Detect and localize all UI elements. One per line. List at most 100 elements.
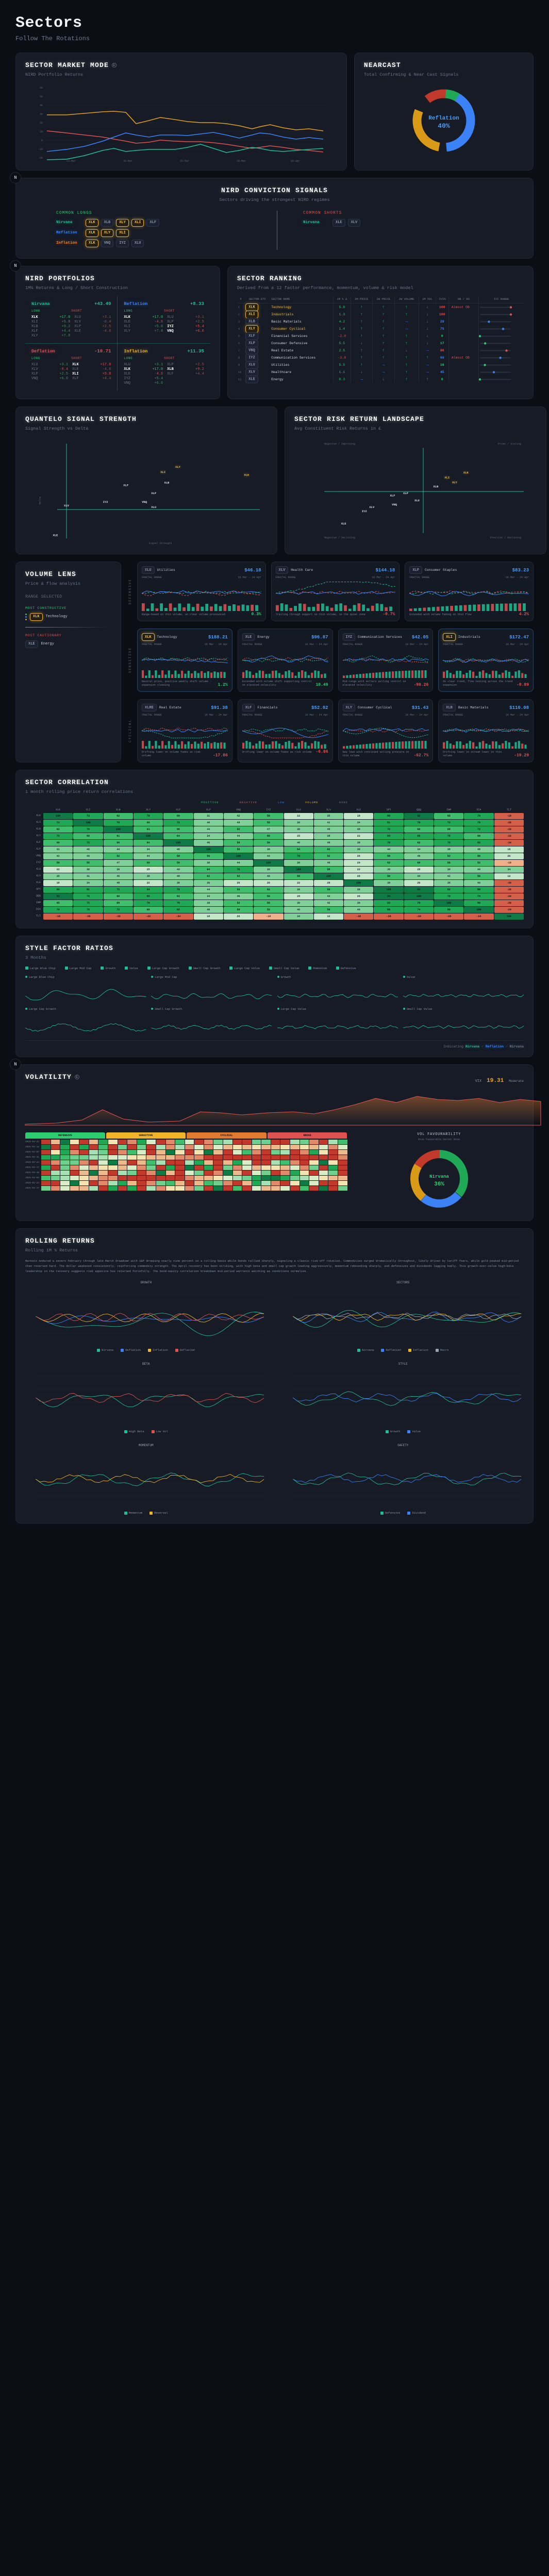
matrix-cell[interactable]: 22	[43, 866, 73, 873]
heatmap-cell[interactable]	[146, 1160, 156, 1165]
heatmap-cell[interactable]	[41, 1170, 51, 1175]
heatmap-cell[interactable]	[280, 1149, 290, 1155]
matrix-cell[interactable]: 62	[374, 859, 404, 866]
heatmap-cell[interactable]	[242, 1185, 252, 1191]
matrix-cell[interactable]: 72	[163, 819, 193, 826]
matrix-cell[interactable]: 46	[193, 839, 223, 846]
heatmap-cell[interactable]	[137, 1144, 146, 1149]
heatmap-cell[interactable]	[319, 1149, 328, 1155]
matrix-cell[interactable]: 18	[494, 846, 524, 853]
heatmap-cell[interactable]	[280, 1144, 290, 1149]
matrix-cell[interactable]: 60	[254, 893, 284, 900]
matrix-cell[interactable]: 50	[434, 859, 464, 866]
matrix-cell[interactable]: 42	[43, 853, 73, 859]
heatmap-cell[interactable]	[232, 1149, 242, 1155]
heatmap-cell[interactable]	[300, 1180, 309, 1185]
matrix-cell[interactable]: -26	[494, 886, 524, 893]
matrix-cell[interactable]: 44	[313, 893, 344, 900]
matrix-cell[interactable]: 60	[404, 826, 434, 833]
heatmap-cell[interactable]	[108, 1165, 118, 1170]
matrix-cell[interactable]: 40	[344, 906, 374, 913]
matrix-cell[interactable]: -34	[494, 839, 524, 846]
matrix-cell[interactable]: -34	[163, 913, 193, 920]
heatmap-cell[interactable]	[309, 1175, 319, 1180]
matrix-cell[interactable]: 22	[284, 879, 313, 886]
heatmap-cell[interactable]	[319, 1139, 328, 1144]
matrix-cell[interactable]: 25	[284, 833, 313, 839]
heatmap-cell[interactable]	[98, 1139, 108, 1144]
heatmap-cell[interactable]	[213, 1149, 223, 1155]
heatmap-cell[interactable]	[51, 1149, 60, 1155]
heatmap-cell[interactable]	[137, 1170, 146, 1175]
heatmap-cell[interactable]	[165, 1144, 175, 1149]
matrix-cell[interactable]: 94	[404, 886, 434, 893]
heatmap-cell[interactable]	[280, 1139, 290, 1144]
matrix-cell[interactable]: 74	[464, 893, 494, 900]
heatmap-cell[interactable]	[232, 1139, 242, 1144]
heatmap-cell[interactable]	[70, 1155, 79, 1160]
matrix-cell[interactable]: 34	[73, 879, 103, 886]
heatmap-cell[interactable]	[70, 1160, 79, 1165]
heatmap-cell[interactable]	[51, 1170, 60, 1175]
heatmap-cell[interactable]	[194, 1160, 204, 1165]
matrix-cell[interactable]: 38	[313, 833, 344, 839]
heatmap-cell[interactable]	[118, 1149, 127, 1155]
heatmap-cell[interactable]	[41, 1175, 51, 1180]
heatmap-cell[interactable]	[290, 1170, 300, 1175]
heatmap-cell[interactable]	[165, 1155, 175, 1160]
matrix-cell[interactable]: 72	[434, 819, 464, 826]
heatmap-cell[interactable]	[261, 1175, 271, 1180]
heatmap-cell[interactable]	[98, 1155, 108, 1160]
matrix-cell[interactable]: 70	[133, 900, 163, 906]
heatmap-cell[interactable]	[127, 1175, 137, 1180]
heatmap-cell[interactable]	[252, 1175, 261, 1180]
matrix-cell[interactable]: 25	[133, 866, 163, 873]
heatmap-cell[interactable]	[89, 1170, 98, 1175]
matrix-cell[interactable]: 70	[404, 900, 434, 906]
heatmap-cell[interactable]	[290, 1160, 300, 1165]
heatmap-cell[interactable]	[309, 1180, 319, 1185]
matrix-cell[interactable]: 28	[404, 866, 434, 873]
heatmap-cell[interactable]	[127, 1185, 137, 1191]
matrix-cell[interactable]: -20	[494, 893, 524, 900]
heatmap-cell[interactable]	[261, 1180, 271, 1185]
matrix-cell[interactable]: 60	[404, 859, 434, 866]
heatmap-cell[interactable]	[194, 1165, 204, 1170]
heatmap-cell[interactable]	[232, 1160, 242, 1165]
heatmap-cell[interactable]	[280, 1185, 290, 1191]
heatmap-cell[interactable]	[252, 1149, 261, 1155]
heatmap-cell[interactable]	[242, 1165, 252, 1170]
heatmap-cell[interactable]	[300, 1144, 309, 1149]
matrix-cell[interactable]: 81	[73, 886, 103, 893]
heatmap-cell[interactable]	[185, 1165, 194, 1170]
heatmap-cell[interactable]	[127, 1170, 137, 1175]
volume-card[interactable]: IYZ Communication Services $42.05 FRACTAL R…	[338, 629, 434, 692]
matrix-cell[interactable]: 38	[434, 846, 464, 853]
heatmap-cell[interactable]	[60, 1149, 70, 1155]
heatmap-cell[interactable]	[127, 1155, 137, 1160]
matrix-cell[interactable]: 36	[284, 826, 313, 833]
matrix-cell[interactable]: 68	[133, 906, 163, 913]
etf-chip[interactable]: XLY	[245, 325, 258, 333]
matrix-cell[interactable]: 40	[193, 819, 223, 826]
matrix-cell[interactable]: 45	[313, 826, 344, 833]
matrix-cell[interactable]: 35	[313, 812, 344, 819]
matrix-cell[interactable]: 38	[344, 886, 374, 893]
matrix-cell[interactable]: 100	[313, 873, 344, 879]
matrix-cell[interactable]: 92	[43, 893, 73, 900]
matrix-cell[interactable]: 50	[254, 900, 284, 906]
heatmap-cell[interactable]	[290, 1165, 300, 1170]
heatmap-cell[interactable]	[309, 1155, 319, 1160]
heatmap-cell[interactable]	[118, 1144, 127, 1149]
ticker-chip[interactable]: XLY	[101, 229, 114, 237]
matrix-cell[interactable]: -28	[494, 900, 524, 906]
heatmap-cell[interactable]	[137, 1165, 146, 1170]
volume-card[interactable]: XLV Health Care $144.18 FRACTAL RANGE 16 Mar…	[271, 562, 400, 621]
heatmap-cell[interactable]	[70, 1139, 79, 1144]
heatmap-cell[interactable]	[328, 1180, 338, 1185]
matrix-cell[interactable]: 58	[223, 839, 254, 846]
heatmap-cell[interactable]	[185, 1139, 194, 1144]
matrix-cell[interactable]: 69	[133, 819, 163, 826]
heatmap-tab[interactable]: DEFENSIVE	[25, 1132, 105, 1139]
heatmap-cell[interactable]	[70, 1144, 79, 1149]
